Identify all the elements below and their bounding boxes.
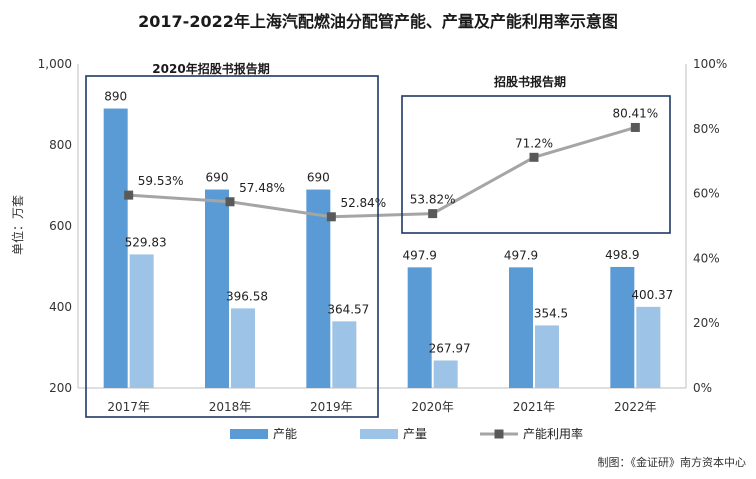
utilization-data-label: 59.53% [138, 174, 184, 188]
capacity-bar [205, 189, 229, 388]
capacity-data-label: 497.9 [402, 248, 436, 262]
capacity-data-label: 690 [206, 171, 229, 185]
utilization-marker [630, 122, 640, 132]
y2-tick-label: 0% [693, 381, 712, 395]
legend-label-utilization: 产能利用率 [523, 426, 583, 441]
capacity-bar [103, 108, 128, 389]
output-data-label: 529.83 [125, 235, 167, 249]
y2-tick-label: 80% [693, 122, 720, 136]
y2-tick-label: 100% [693, 57, 727, 71]
capacity-bar [306, 189, 331, 388]
output-data-label: 396.58 [226, 289, 268, 303]
utilization-marker [428, 209, 438, 219]
legend-label-capacity: 产能 [273, 427, 297, 441]
capacity-data-label: 497.9 [504, 248, 538, 262]
output-bar [535, 325, 559, 388]
utilization-line [128, 126, 636, 219]
y-tick-label: 800 [49, 138, 72, 152]
y-tick-label: 600 [49, 219, 72, 233]
output-bar [129, 254, 154, 388]
output-bar [332, 321, 357, 388]
x-tick-label: 2019年 [310, 400, 353, 414]
capacity-data-label: 690 [307, 171, 330, 185]
chart-title: 2017-2022年上海汽配燃油分配管产能、产量及产能利用率示意图 [138, 12, 618, 31]
output-data-label: 354.5 [534, 306, 568, 320]
capacity-bar [407, 267, 432, 388]
utilization-marker [529, 152, 539, 162]
output-data-label: 400.37 [631, 288, 673, 302]
utilization-data-label: 52.84% [340, 196, 386, 210]
x-tick-label: 2022年 [614, 400, 657, 414]
prospectus-period-label: 2020年招股书报告期 [152, 61, 269, 76]
capacity-data-label: 890 [104, 90, 127, 104]
capacity-data-label: 498.9 [605, 248, 639, 262]
output-bar [636, 306, 661, 388]
y-axis-label: 单位：万套 [10, 195, 25, 255]
utilization-marker [225, 197, 235, 207]
utilization-data-label: 57.48% [239, 181, 285, 195]
legend-marker-utilization [494, 429, 504, 439]
legend-swatch-output [360, 429, 398, 439]
prospectus-period-box-2 [401, 95, 671, 234]
output-bar [433, 360, 458, 388]
y2-tick-label: 40% [693, 251, 720, 265]
source-note: 制图：《金证研》南方资本中心 [598, 455, 747, 469]
y-tick-label: 400 [49, 300, 72, 314]
x-tick-label: 2020年 [411, 400, 454, 414]
legend-label-output: 产量 [403, 427, 427, 441]
utilization-data-label: 71.2% [515, 136, 553, 150]
y-tick-label: 200 [49, 381, 72, 395]
prospectus-period-box [85, 75, 379, 418]
legend-swatch-capacity [230, 429, 268, 439]
y2-tick-label: 60% [693, 187, 720, 201]
output-bar [231, 308, 255, 388]
y-tick-label: 1,000 [38, 57, 72, 71]
output-data-label: 364.57 [327, 302, 369, 316]
utilization-marker [326, 212, 336, 222]
x-tick-label: 2018年 [209, 400, 252, 414]
plot-area: 200 400 600 800 1,000 0% 20% 40% 60% 80% 100% 2017年… [38, 57, 728, 441]
x-tick-label: 2021年 [513, 400, 556, 414]
utilization-data-label: 53.82% [410, 193, 456, 207]
x-tick-label: 2017年 [107, 400, 150, 414]
output-data-label: 267.97 [429, 341, 471, 355]
utilization-data-label: 80.41% [612, 106, 658, 120]
prospectus-period-label-2: 招股书报告期 [494, 74, 566, 89]
y2-tick-label: 20% [693, 316, 720, 330]
utilization-marker [124, 190, 134, 200]
capacity-bar [509, 267, 533, 388]
capacity-bar [610, 266, 635, 388]
